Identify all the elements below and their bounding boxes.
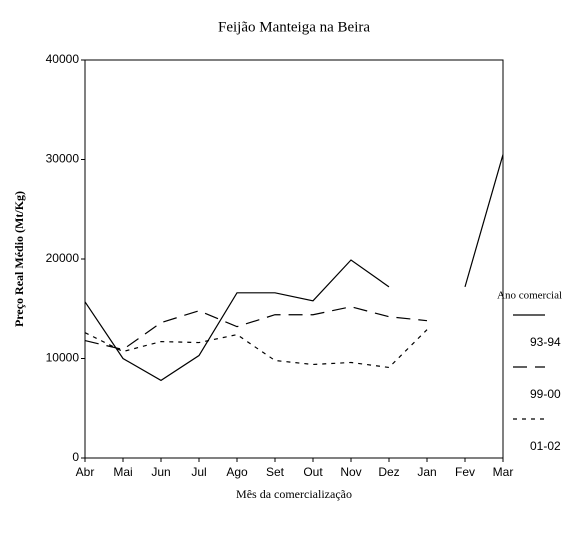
x-tick-label: Jun: [151, 465, 170, 479]
x-tick-label: Jan: [417, 465, 436, 479]
x-tick-label: Mai: [113, 465, 132, 479]
legend-label: 99-00: [530, 387, 561, 401]
x-tick-label: Set: [266, 465, 285, 479]
x-tick-label: Jul: [191, 465, 206, 479]
legend-label: 01-02: [530, 439, 561, 453]
plot-frame: [84, 59, 504, 459]
x-tick-label: Dez: [378, 465, 399, 479]
x-axis-label: Mês da comercialização: [236, 487, 352, 501]
y-tick-label: 20000: [46, 251, 80, 265]
legend-label: 93-94: [530, 335, 561, 349]
x-tick-label: Nov: [340, 465, 361, 479]
x-tick-label: Mar: [493, 465, 514, 479]
legend-title: Ano comercial: [497, 290, 562, 302]
series-line: [84, 259, 390, 382]
x-tick-label: Ago: [226, 465, 248, 479]
y-tick-label: 40000: [46, 52, 80, 66]
y-tick-label: 0: [72, 450, 79, 464]
y-tick-label: 30000: [46, 152, 80, 166]
y-tick-label: 10000: [46, 351, 80, 365]
series-line: [84, 329, 428, 369]
x-tick-label: Out: [303, 465, 323, 479]
series-line: [84, 306, 428, 351]
chart-title: Feijão Manteiga na Beira: [218, 19, 370, 35]
y-axis-label: Preço Real Médio (Mt/Kg): [12, 191, 26, 327]
x-tick-label: Fev: [455, 465, 475, 479]
series-line: [464, 154, 504, 288]
x-tick-label: Abr: [76, 465, 95, 479]
